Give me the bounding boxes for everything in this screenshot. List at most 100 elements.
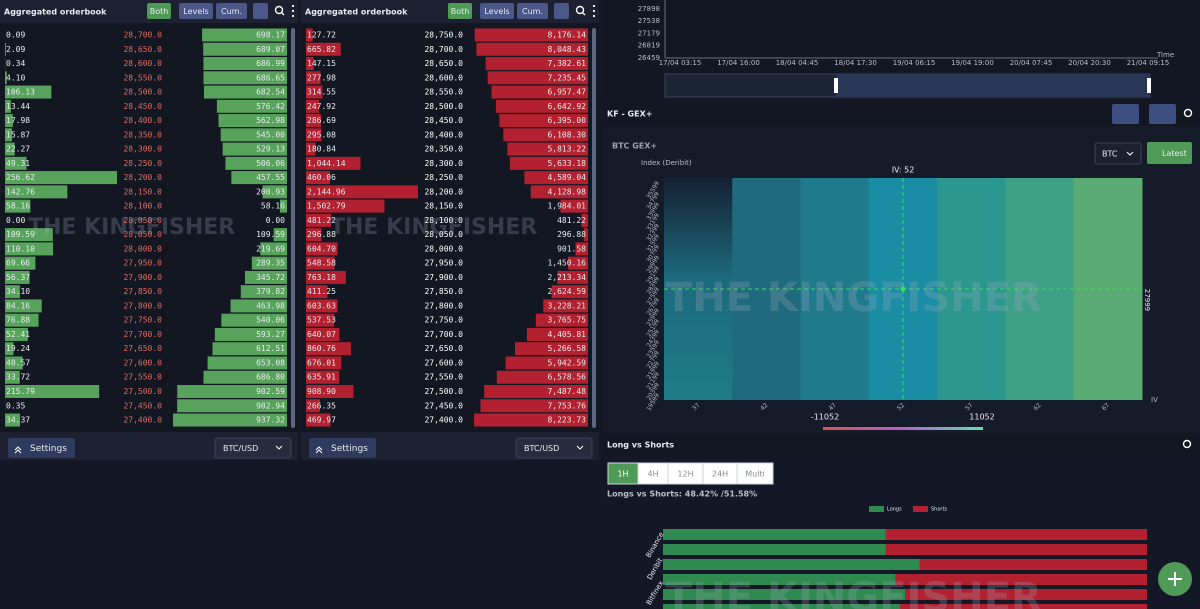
search-icon[interactable] bbox=[274, 5, 284, 15]
scrollbar bbox=[592, 28, 596, 428]
size-right: 7,753.76 bbox=[547, 401, 586, 410]
period-tab-label[interactable]: 12H bbox=[677, 470, 693, 479]
size-right: 5,266.58 bbox=[547, 344, 586, 353]
toggle-button[interactable] bbox=[216, 3, 247, 19]
toggle-button[interactable] bbox=[448, 3, 472, 19]
price: 28,500.0 bbox=[424, 102, 463, 111]
search-icon[interactable] bbox=[1182, 439, 1192, 449]
depth-bar bbox=[306, 299, 338, 313]
price: 28,350.0 bbox=[123, 130, 162, 139]
depth-bar bbox=[583, 228, 588, 242]
depth-bar bbox=[306, 242, 338, 256]
x-tick-label: 67 bbox=[1101, 402, 1111, 412]
toggle-button[interactable] bbox=[179, 3, 213, 19]
price: 27,650.0 bbox=[123, 344, 162, 353]
menu-dot bbox=[291, 14, 295, 18]
search-icon[interactable] bbox=[575, 5, 585, 15]
toggle-button[interactable] bbox=[147, 3, 171, 19]
depth-bar bbox=[5, 385, 100, 398]
period-tab-label[interactable]: 24H bbox=[712, 470, 728, 479]
size-left: 460.06 bbox=[307, 173, 336, 182]
price: 27,800.0 bbox=[424, 301, 463, 310]
x-tick-label: 52 bbox=[896, 402, 906, 412]
size-left: 537.53 bbox=[307, 316, 336, 325]
pair-select[interactable] bbox=[515, 437, 593, 459]
depth-bar bbox=[484, 385, 588, 398]
toggle-label[interactable]: Cum. bbox=[522, 7, 543, 16]
x-tick-label: 37 bbox=[691, 402, 701, 412]
settings-icon[interactable] bbox=[554, 3, 569, 19]
settings-label[interactable]: Settings bbox=[30, 444, 67, 454]
size-left: 1,502.79 bbox=[307, 202, 346, 211]
legend-swatch bbox=[913, 506, 928, 512]
size-left: 469.97 bbox=[307, 416, 336, 425]
camera-button[interactable] bbox=[1112, 104, 1139, 124]
size-right: 901.58 bbox=[557, 244, 586, 253]
toggle-label[interactable]: Levels bbox=[484, 7, 509, 16]
price: 28,600.0 bbox=[424, 73, 463, 82]
pair-label[interactable]: BTC/USD bbox=[223, 444, 258, 453]
asset-select[interactable] bbox=[1094, 142, 1142, 165]
size-right: 200.93 bbox=[256, 187, 285, 196]
toggle-button[interactable] bbox=[517, 3, 548, 19]
size-right: 902.59 bbox=[256, 387, 285, 396]
settings-icon[interactable] bbox=[253, 3, 268, 19]
long-bar bbox=[663, 559, 920, 570]
period-tab-label[interactable]: 1H bbox=[617, 470, 628, 479]
navigator-handle[interactable] bbox=[834, 78, 838, 93]
x-tick-label: 62 bbox=[1032, 402, 1042, 412]
y-tick-label: 27179 bbox=[638, 29, 660, 37]
toggle-label[interactable]: Cum. bbox=[221, 7, 242, 16]
toggle-label[interactable]: Both bbox=[150, 7, 169, 16]
size-right: 6,642.92 bbox=[547, 102, 586, 111]
size-left: 147.15 bbox=[307, 59, 336, 68]
depth-bar bbox=[222, 142, 287, 156]
toggle-label[interactable]: Both bbox=[451, 7, 470, 16]
watermark: THE KINGFISHER bbox=[665, 275, 1042, 321]
toggle-button[interactable] bbox=[480, 3, 514, 19]
size-left: 277.98 bbox=[307, 73, 336, 82]
depth-bar bbox=[306, 57, 314, 71]
latest-button[interactable] bbox=[1147, 142, 1192, 164]
settings-label[interactable]: Settings bbox=[331, 444, 368, 454]
size-right: 6,108.30 bbox=[547, 130, 586, 139]
pair-select[interactable] bbox=[214, 437, 292, 459]
depth-bar bbox=[306, 356, 342, 370]
depth-bar bbox=[5, 228, 53, 242]
size-right: 902.94 bbox=[256, 401, 285, 410]
legend-label: Longs bbox=[887, 507, 902, 513]
depth-bar bbox=[306, 128, 322, 142]
depth-bar bbox=[5, 114, 13, 128]
gex-header bbox=[603, 102, 1200, 126]
depth-bar bbox=[524, 171, 588, 185]
size-left: 84.16 bbox=[6, 301, 30, 310]
size-right: 686.65 bbox=[256, 73, 285, 82]
search-icon[interactable] bbox=[1183, 108, 1193, 118]
size-right: 7,487.48 bbox=[547, 387, 586, 396]
size-left: 256.62 bbox=[6, 173, 35, 182]
asset-label[interactable]: BTC bbox=[1102, 150, 1118, 159]
price: 28,500.0 bbox=[123, 88, 162, 97]
watermark: THE KINGFISHER bbox=[665, 575, 1042, 609]
depth-bar bbox=[279, 199, 287, 213]
size-right: 686.80 bbox=[256, 373, 285, 382]
size-left: 0.09 bbox=[6, 31, 25, 40]
depth-bar bbox=[495, 99, 588, 113]
period-tab-label[interactable]: 4H bbox=[647, 470, 658, 479]
latest-label[interactable]: Latest bbox=[1162, 149, 1187, 158]
depth-bar bbox=[5, 313, 39, 327]
settings-button[interactable] bbox=[309, 438, 376, 458]
period-tab-label[interactable]: Multi bbox=[745, 470, 765, 479]
toggle-label[interactable]: Levels bbox=[183, 7, 208, 16]
depth-bar bbox=[306, 256, 335, 270]
price: 28,650.0 bbox=[424, 59, 463, 68]
pair-label[interactable]: BTC/USD bbox=[524, 444, 559, 453]
settings-button[interactable] bbox=[1149, 104, 1176, 124]
settings-button[interactable] bbox=[8, 438, 75, 458]
period-tab[interactable] bbox=[736, 462, 774, 485]
size-left: 604.70 bbox=[307, 244, 336, 253]
size-left: 52.41 bbox=[6, 330, 30, 339]
search-icon-handle bbox=[582, 12, 586, 16]
navigator-handle[interactable] bbox=[1147, 78, 1151, 93]
price: 27,600.0 bbox=[424, 358, 463, 367]
